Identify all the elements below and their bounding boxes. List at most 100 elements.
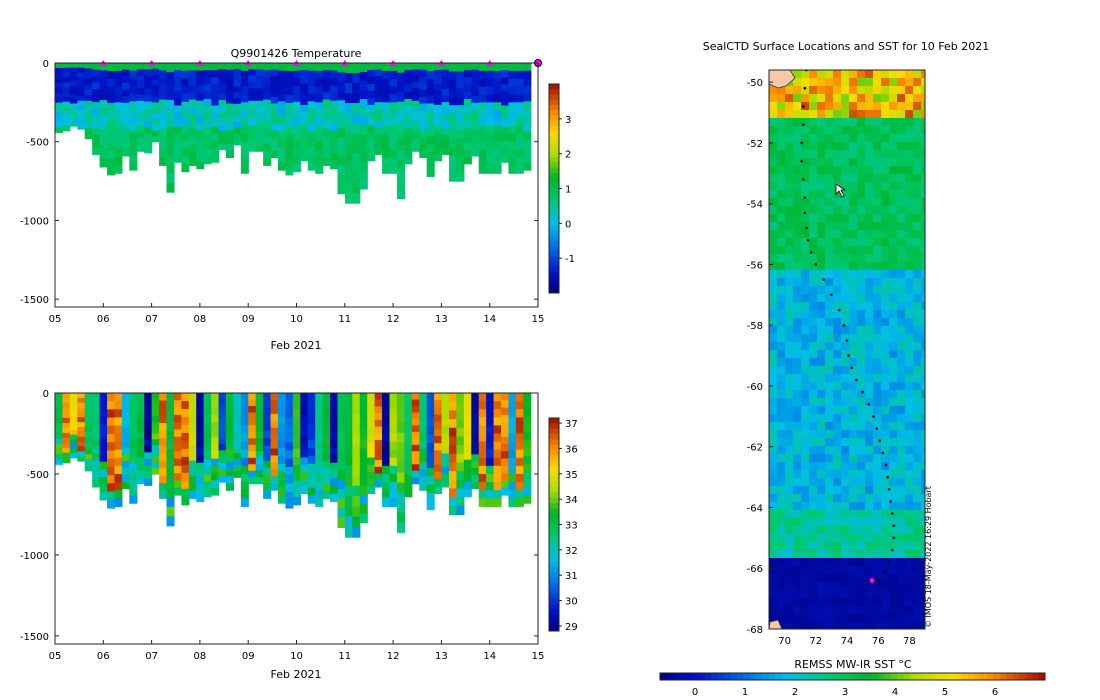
sst-cell — [769, 270, 778, 279]
sst-cell — [897, 182, 906, 191]
salinity-cell — [69, 443, 78, 450]
sst-cell — [809, 374, 818, 383]
salinity-cell — [136, 477, 145, 485]
sst-cell — [817, 254, 826, 263]
sst-cell — [897, 518, 906, 527]
sst-cell — [841, 222, 850, 231]
salinity-cell — [515, 441, 524, 451]
sst-cell — [809, 230, 818, 239]
sst-cell — [817, 134, 826, 143]
salinity-cell — [77, 422, 86, 428]
salinity-cell — [129, 408, 138, 418]
sst-cell — [865, 558, 874, 567]
x-tick-label: 09 — [242, 651, 255, 662]
temperature-cell — [344, 173, 353, 184]
salinity-cell — [233, 441, 242, 448]
salinity-cell — [486, 425, 495, 435]
temperature-cell — [419, 96, 428, 105]
salinity-cell — [456, 479, 465, 490]
temperature-cell — [99, 122, 108, 131]
sst-cell — [905, 86, 914, 95]
salinity-cell — [151, 393, 160, 400]
sst-cell — [921, 182, 925, 191]
salinity-cell — [396, 422, 405, 434]
temperature-cell — [136, 88, 145, 96]
temperature-cell — [448, 79, 458, 89]
salinity-cell — [486, 417, 495, 426]
sst-cell — [897, 398, 906, 407]
salinity-cell — [471, 427, 480, 435]
salinity-cell — [374, 460, 383, 468]
temperature-cell — [508, 110, 517, 119]
sst-cell — [857, 590, 866, 599]
temperature-cell — [307, 116, 316, 125]
temperature-cell — [55, 67, 64, 74]
temperature-cell — [129, 63, 138, 72]
temperature-cell — [478, 63, 487, 72]
sst-cell — [913, 542, 922, 551]
sst-cell — [897, 190, 906, 199]
salinity-cell — [99, 476, 108, 486]
sst-cell — [793, 238, 802, 247]
sst-cell — [905, 342, 914, 351]
salinity-cell — [337, 508, 346, 519]
sst-cell — [913, 318, 922, 327]
sst-cell — [825, 518, 834, 527]
temperature-cell — [136, 69, 145, 77]
salinity-cell — [77, 441, 86, 448]
temperature-cell — [263, 77, 272, 86]
sst-cell — [849, 478, 858, 487]
sst-cell — [769, 614, 778, 623]
salinity-cell — [263, 445, 272, 454]
sst-cell — [841, 438, 850, 447]
sst-cell — [881, 542, 890, 551]
temperature-cell — [203, 120, 212, 129]
salinity-cell — [456, 462, 465, 472]
sst-cell — [841, 454, 850, 463]
sst-cell — [841, 430, 850, 439]
salinity-cell — [374, 439, 383, 448]
temperature-cell — [181, 148, 190, 157]
sst-cell — [817, 598, 826, 607]
colorbar-segment — [549, 492, 559, 499]
sst-cell — [865, 614, 874, 623]
temperature-cell — [300, 63, 309, 71]
temperature-cell — [523, 78, 532, 87]
temperature-cell — [508, 133, 517, 143]
sst-cell — [825, 510, 834, 519]
salinity-cell — [188, 415, 197, 424]
sst-cell — [769, 166, 778, 175]
salinity-cell — [404, 407, 413, 416]
salinity-cell — [136, 444, 145, 452]
temperature-x-axis: 05 06 07 08 09 10 11 12 13 14 15 — [49, 303, 544, 325]
salinity-cell — [263, 430, 272, 439]
lat-tick-label: -60 — [747, 382, 763, 393]
sst-cell — [849, 94, 858, 103]
temperature-cell — [315, 141, 324, 151]
sst-cell — [857, 414, 866, 423]
sst-cell — [905, 230, 914, 239]
sst-cell — [785, 406, 794, 415]
salinity-cell — [77, 407, 86, 414]
sst-cell — [905, 598, 914, 607]
salinity-cell — [382, 482, 391, 491]
temperature-cell — [315, 70, 324, 80]
sst-cell — [905, 526, 914, 535]
sst-cell — [809, 566, 818, 575]
temperature-cell — [426, 160, 435, 169]
temperature-cell — [501, 155, 510, 163]
salinity-cell — [352, 495, 361, 507]
sst-cell — [865, 486, 874, 495]
colorbar-tick-label: 2 — [792, 687, 798, 698]
salinity-cell — [218, 412, 227, 420]
sst-cell — [841, 478, 850, 487]
temperature-cell — [441, 69, 450, 77]
temperature-cell — [456, 147, 465, 157]
temperature-cell — [114, 102, 123, 111]
sst-cell — [833, 478, 842, 487]
salinity-cell — [278, 487, 287, 496]
salinity-cell — [374, 466, 383, 475]
temperature-cell — [255, 88, 264, 96]
colorbar-segment — [549, 449, 559, 456]
sst-cell — [881, 382, 890, 391]
